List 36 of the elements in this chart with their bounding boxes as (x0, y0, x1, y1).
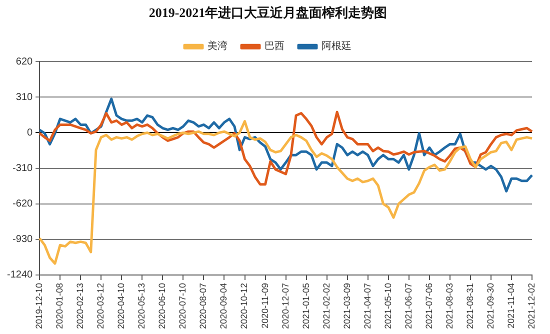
x-tick-label: 2021-02-02 (321, 282, 332, 330)
legend-label: 美湾 (208, 40, 228, 52)
x-tick-label: 2020-10-12 (239, 282, 250, 330)
y-tick-label: -1240 (7, 270, 34, 281)
x-tick-label: 2021-03-09 (342, 282, 352, 330)
y-tick-label: -620 (12, 198, 34, 210)
x-tick-label: 2021-12-02 (526, 282, 536, 330)
y-tick-label: 0 (27, 127, 34, 138)
y-tick-label: -930 (12, 234, 34, 246)
x-tick-label: 2021-08-03 (444, 282, 454, 330)
chart-title: 2019-2021年进口大豆近月盘面榨利走势图 (148, 5, 388, 20)
x-tick-label: 2021-01-05 (300, 282, 311, 330)
x-tick-label: 2020-05-13 (136, 282, 147, 330)
x-tick-label: 2020-09-04 (218, 282, 229, 330)
x-tick-label: 2020-03-12 (96, 282, 106, 330)
x-tick-label: 2020-02-13 (75, 282, 86, 330)
y-tick-label: 310 (16, 92, 34, 103)
x-tick-label: 2019-12-10 (34, 282, 44, 330)
y-tick-label: -310 (12, 163, 34, 174)
x-tick-label: 2020-11-09 (260, 282, 270, 328)
x-tick-label: 2021-11-04 (506, 282, 516, 328)
x-tick-label: 2021-09-30 (485, 282, 496, 330)
x-tick-label: 2020-04-10 (116, 282, 126, 330)
x-tick-label: 2020-08-07 (198, 282, 208, 330)
x-tick-label: 2021-08-31 (464, 282, 475, 330)
x-tick-label: 2020-06-10 (157, 282, 168, 330)
x-tick-label: 2020-01-08 (54, 282, 65, 330)
x-tick-label: 2020-12-07 (280, 282, 290, 330)
legend-label: 巴西 (264, 41, 284, 52)
x-tick-label: 2021-04-07 (362, 282, 372, 330)
legend-label: 阿根廷 (322, 40, 352, 52)
x-tick-label: 2020-07-10 (178, 282, 188, 330)
y-tick-label: 620 (16, 56, 34, 68)
x-tick-label: 2021-06-07 (403, 282, 414, 330)
x-tick-label: 2021-05-10 (382, 282, 393, 330)
x-tick-label: 2021-07-06 (424, 282, 434, 330)
